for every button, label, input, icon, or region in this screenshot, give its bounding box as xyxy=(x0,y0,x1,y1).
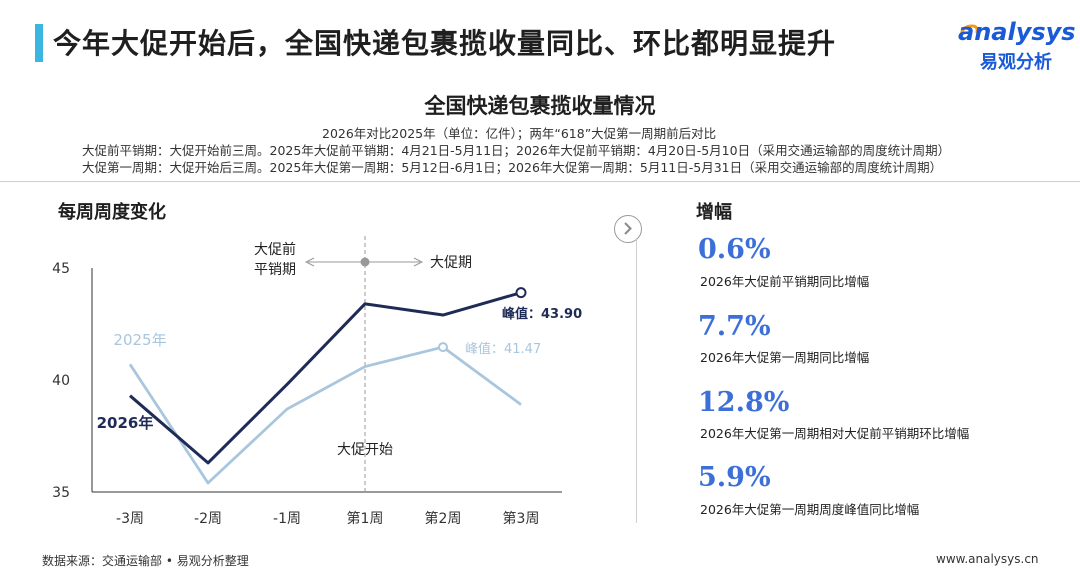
stat-value-2: 7.7% xyxy=(698,311,771,342)
x-tick-label: 第3周 xyxy=(503,510,540,527)
page-headline: 今年大促开始后，全国快递包裹揽收量同比、环比都明显提升 xyxy=(53,27,837,60)
peak-label-2026: 峰值：43.90 xyxy=(502,306,582,322)
y-tick-label: 45 xyxy=(52,261,70,277)
headline-accent-bar xyxy=(35,24,43,62)
chart-note-2: 大促前平销期：大促开始前三周。2025年大促前平销期：4月21日-5月11日；2… xyxy=(82,143,951,158)
stat-label-3: 2026年大促第一周期相对大促前平销期环比增幅 xyxy=(700,426,970,441)
next-button[interactable] xyxy=(614,215,642,243)
promo-period-label: 大促期 xyxy=(430,255,472,271)
x-tick-label: -1周 xyxy=(273,511,301,527)
growth-title: 增幅 xyxy=(696,202,732,223)
x-tick-label: -2周 xyxy=(194,511,222,527)
analysys-logo: analysys 易观分析 xyxy=(958,18,1076,74)
series-label-1: 2026年 xyxy=(97,414,154,432)
chart-note-1: 2026年对比2025年（单位：亿件）；两年“618”大促第一周期前后对比 xyxy=(322,126,717,141)
promo-start-label: 大促开始 xyxy=(337,442,393,458)
stat-label-2: 2026年大促第一周期同比增幅 xyxy=(700,350,870,365)
data-source-footer: 数据来源：交通运输部 • 易观分析整理 xyxy=(42,554,249,568)
header-divider xyxy=(0,181,1080,182)
website-footer: www.analysys.cn xyxy=(936,552,1039,566)
logo-chinese-name: 易观分析 xyxy=(980,52,1052,73)
pre-period-label-line2: 平销期 xyxy=(254,262,296,278)
pre-period-label: 大促前 xyxy=(254,241,296,258)
stat-label-1: 2026年大促前平销期同比增幅 xyxy=(700,274,870,289)
peak-marker-2025 xyxy=(438,342,448,353)
stat-value-4: 5.9% xyxy=(698,462,771,493)
y-tick-label: 35 xyxy=(52,485,70,501)
series-label-0: 2025年 xyxy=(113,331,166,349)
x-tick-label: 第2周 xyxy=(425,510,462,527)
peak-marker-2026 xyxy=(515,287,527,299)
chevron-right-icon xyxy=(624,222,632,235)
x-tick-label: -3周 xyxy=(116,511,144,527)
section-divider xyxy=(636,238,637,523)
chart-note-3: 大促第一周期：大促开始后三周。2025年大促第一周期：5月12日-6月1日；20… xyxy=(82,160,943,175)
period-arrow xyxy=(304,257,424,267)
series-line-1 xyxy=(129,291,522,465)
x-tick-label: 第1周 xyxy=(347,510,384,527)
stat-label-4: 2026年大促第一周期周度峰值同比增幅 xyxy=(700,502,920,517)
y-tick-label: 40 xyxy=(52,373,70,389)
stat-value-1: 0.6% xyxy=(698,234,771,265)
stat-value-3: 12.8% xyxy=(698,387,790,418)
series-line-0 xyxy=(128,345,522,485)
logo-wordmark: analysys xyxy=(958,18,1076,46)
logo-swoosh-icon xyxy=(959,24,979,38)
weekly-change-title: 每周周度变化 xyxy=(58,202,166,223)
chart-title: 全国快递包裹揽收量情况 xyxy=(424,94,656,118)
peak-label-2025: 峰值：41.47 xyxy=(465,341,541,357)
